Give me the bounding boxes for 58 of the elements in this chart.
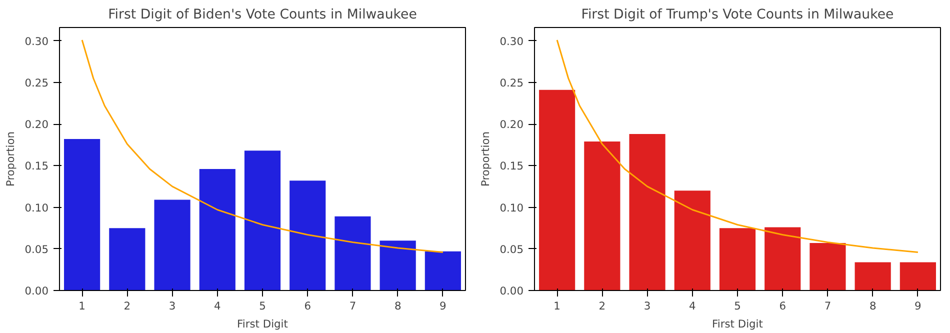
y-tick-label: 0.25 [500,76,524,90]
x-axis-title: First Digit [237,318,288,330]
y-tick-label: 0.20 [500,118,524,132]
bar [424,251,461,290]
x-tick-label: 5 [734,300,741,312]
bar [109,228,146,290]
x-tick-label: 2 [598,300,606,312]
y-tick-label: 0.00 [24,284,49,298]
y-tick-label: 0.00 [500,284,524,298]
line-series [556,39,919,253]
bar [244,150,281,290]
y-tick-label: 0.05 [500,242,524,256]
bar [629,134,666,290]
y-tick-label: 0.30 [500,34,524,48]
chart-title: First Digit of Biden's Vote Counts in Milwaukee [108,8,417,22]
x-axis-title: First Digit [712,318,763,330]
x-tick-label: 1 [78,300,86,312]
y-tick-label: 0.30 [24,34,49,48]
x-tick-label: 6 [304,300,312,312]
y-axis-title: Proportion [478,132,492,186]
bar [380,240,416,290]
x-tick-label: 3 [644,300,651,312]
x-tick-label: 3 [168,300,176,312]
bar [854,262,891,290]
x-tick-label: 7 [349,300,356,312]
x-tick-label: 7 [824,300,832,312]
bar [764,227,801,290]
bar [154,200,190,290]
y-tick-label: 0.10 [24,201,49,214]
x-tick-label: 1 [554,300,560,312]
y-tick-label: 0.15 [500,160,524,173]
x-tick-label: 9 [914,300,922,312]
bar [334,216,371,290]
line-series [81,39,444,253]
bar [810,243,846,290]
bar [199,168,236,290]
y-tick-label: 0.10 [500,201,524,214]
y-tick-label: 0.25 [24,76,49,90]
x-tick-label: 9 [440,300,447,312]
y-tick-label: 0.15 [24,160,49,173]
bar [64,139,100,290]
x-tick-label: 4 [689,300,696,312]
y-tick-label: 0.20 [24,118,49,132]
x-tick-label: 4 [214,300,221,312]
x-tick-label: 6 [779,300,786,312]
x-tick-label: 8 [394,300,402,312]
bar [539,90,576,290]
bar [719,228,756,290]
y-tick-label: 0.05 [24,242,49,256]
x-tick-label: 8 [869,300,876,312]
bar [900,262,936,290]
y-axis-title: Proportion [4,132,17,186]
x-tick-label: 2 [124,300,131,312]
x-tick-label: 5 [259,300,266,312]
bar [674,190,710,290]
bar [584,142,620,290]
bar [290,180,326,290]
chart-title: First Digit of Trump's Vote Counts in Milwaukee [581,8,894,22]
